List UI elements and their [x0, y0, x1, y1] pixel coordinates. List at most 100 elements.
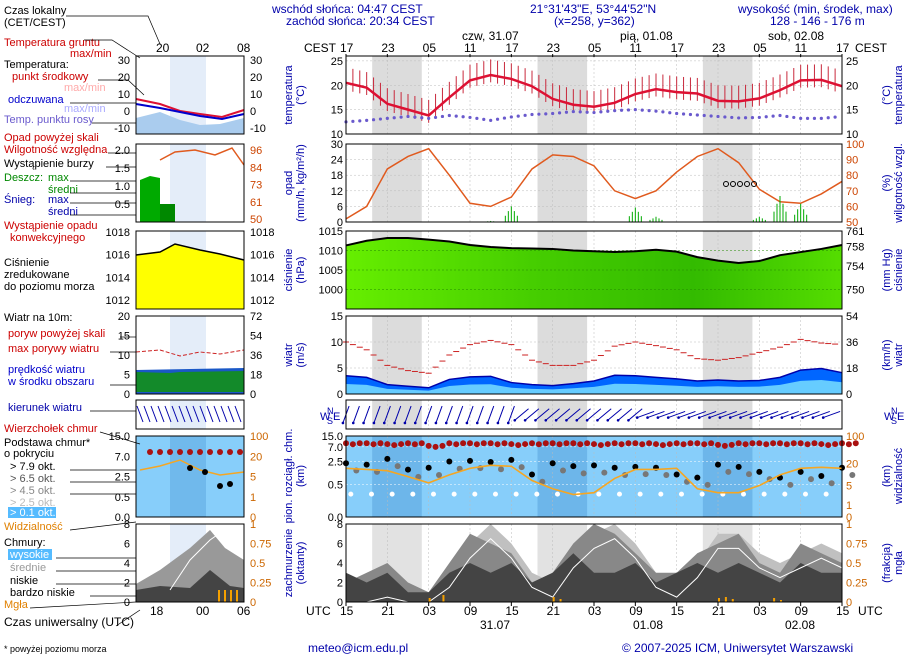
mini-wind-r-3: 18 [250, 370, 262, 382]
mini-cloud-top [177, 449, 183, 455]
legend-snow-max: max [48, 194, 69, 206]
dewpoint-dot [695, 113, 699, 117]
cloud-top-dot [618, 441, 625, 448]
legend-gust-max: max porywy wiatru [8, 343, 99, 355]
wind-arrow-head [627, 418, 630, 422]
cloud-top-dot [659, 442, 666, 449]
dewpoint-dot [675, 111, 679, 116]
legend-cloud-base: Podstawa chmur* [4, 437, 91, 449]
prec-title-l2: (mm/h, kg/m²/h) [295, 144, 307, 222]
dewpoint-dot [812, 116, 817, 120]
dewpoint-dot [399, 115, 403, 119]
night-band-prec-1 [537, 144, 588, 222]
wind-arrow-head [596, 418, 599, 422]
cloud-top-dot [384, 441, 391, 448]
cloud-top-dot [473, 441, 480, 448]
mini-pres-l-0: 1018 [106, 227, 130, 239]
mini-pres-l-3: 1012 [106, 295, 130, 307]
wind-arrow-head [455, 421, 458, 425]
legend-fog: Mgła [4, 599, 29, 611]
dewpoint-dot [578, 110, 582, 114]
wind-arrow [607, 408, 622, 421]
mini-wind-r-1: 54 [250, 331, 262, 343]
cloud-top-dot [370, 441, 377, 448]
cl-right-tick-2: 5 [846, 481, 852, 493]
temp-title-l2: (°C) [295, 85, 307, 105]
wind-arrow [456, 405, 464, 424]
height-values: 128 - 146 - 176 m [770, 14, 865, 28]
mini-pres-r-0: 1018 [250, 227, 274, 239]
storm-marker-4 [751, 181, 757, 187]
cl-left-tick-1: 7.0 [328, 442, 343, 454]
legend-precip-above: Opad powyżej skali [4, 132, 99, 144]
wind-arrow-head [434, 421, 438, 425]
night-band-cl-2 [702, 436, 753, 517]
dewpoint-dot [688, 112, 693, 117]
cloud-top-dot [460, 440, 467, 447]
mini-pressure-line [135, 243, 245, 261]
wind-arrow-head [523, 418, 527, 422]
cc-left-tick-3: 2 [337, 578, 343, 590]
temp-left-tick-0: 25 [331, 56, 343, 68]
wind-arrow-head [585, 418, 589, 422]
cloud-base-dot-low [554, 491, 560, 497]
dewpoint-dot [392, 116, 396, 120]
mini-bottom-hour-2: 06 [237, 604, 251, 618]
night-band-temp-2 [702, 56, 753, 134]
dewpoint-dot [661, 110, 665, 114]
cloud-base-dot-low [596, 491, 602, 497]
mini-wind-r-2: 36 [250, 350, 262, 362]
cloud-base-dot-mid [704, 481, 711, 488]
cloud-base-dot-mid [436, 472, 442, 479]
cloud-top-dot [715, 441, 721, 448]
dewpoint-dot [633, 108, 637, 112]
mini-bottom-hour-0: 18 [150, 604, 164, 618]
wind-line [345, 367, 843, 389]
mini-wind-arrow [164, 405, 172, 423]
dewpoint-dot [351, 119, 355, 123]
mini-fog-3 [236, 590, 238, 602]
dewpoint-dot [523, 113, 527, 117]
cloud-top-dot [577, 441, 584, 448]
wind-arrow [352, 405, 360, 424]
mini-cloud-top [157, 449, 163, 455]
legend-low: niskie [10, 575, 38, 587]
mini-wind-arrow [171, 405, 179, 423]
wind-arrow [597, 408, 612, 421]
cloud-top-dot [591, 441, 597, 448]
mini-cl-r-2: 5 [250, 472, 256, 484]
wind-arrow [383, 405, 391, 424]
dewpoint-dot [709, 114, 713, 118]
cloud-base-dot-low [430, 491, 436, 497]
wind-arrow [657, 410, 675, 419]
wind-arrow-head [697, 416, 701, 419]
cloud-low-area [346, 553, 842, 602]
wind-arrow-head [554, 418, 558, 422]
wind-arrow [425, 405, 433, 424]
mini-cl-r-3: 1 [250, 492, 256, 504]
cl-right-tick-1: 20 [846, 459, 858, 471]
legend-mid: średnie [10, 562, 46, 574]
cloud-base-dot-mid [725, 468, 732, 475]
wind-arrow [435, 405, 443, 424]
wind-arrow [566, 408, 581, 421]
cloud-top-dot [542, 440, 549, 447]
legend-rain-max: max [48, 172, 69, 184]
fog-bar-5 [724, 597, 727, 602]
mini-night-1 [170, 144, 206, 222]
mini-pressure-fill [136, 244, 244, 309]
cloud-top-dot [501, 440, 508, 447]
pres-title-r: ciśnienie [893, 249, 905, 292]
dewpoint-dot [792, 115, 796, 120]
legend-snow-mean: średni [48, 206, 78, 218]
dewpoint-dot [737, 116, 741, 120]
cloud-top-dot [632, 440, 639, 447]
cloud-base-dot-low [389, 491, 395, 497]
wind-arrow [771, 410, 789, 419]
cloud-base-dot-mid [518, 464, 525, 471]
wind-arrow-head [790, 416, 794, 419]
dewpoint-dot [805, 116, 810, 120]
wind-arrow-head [372, 421, 376, 425]
pres-right-tick-2: 754 [846, 261, 864, 273]
wind-arrow [678, 410, 696, 419]
